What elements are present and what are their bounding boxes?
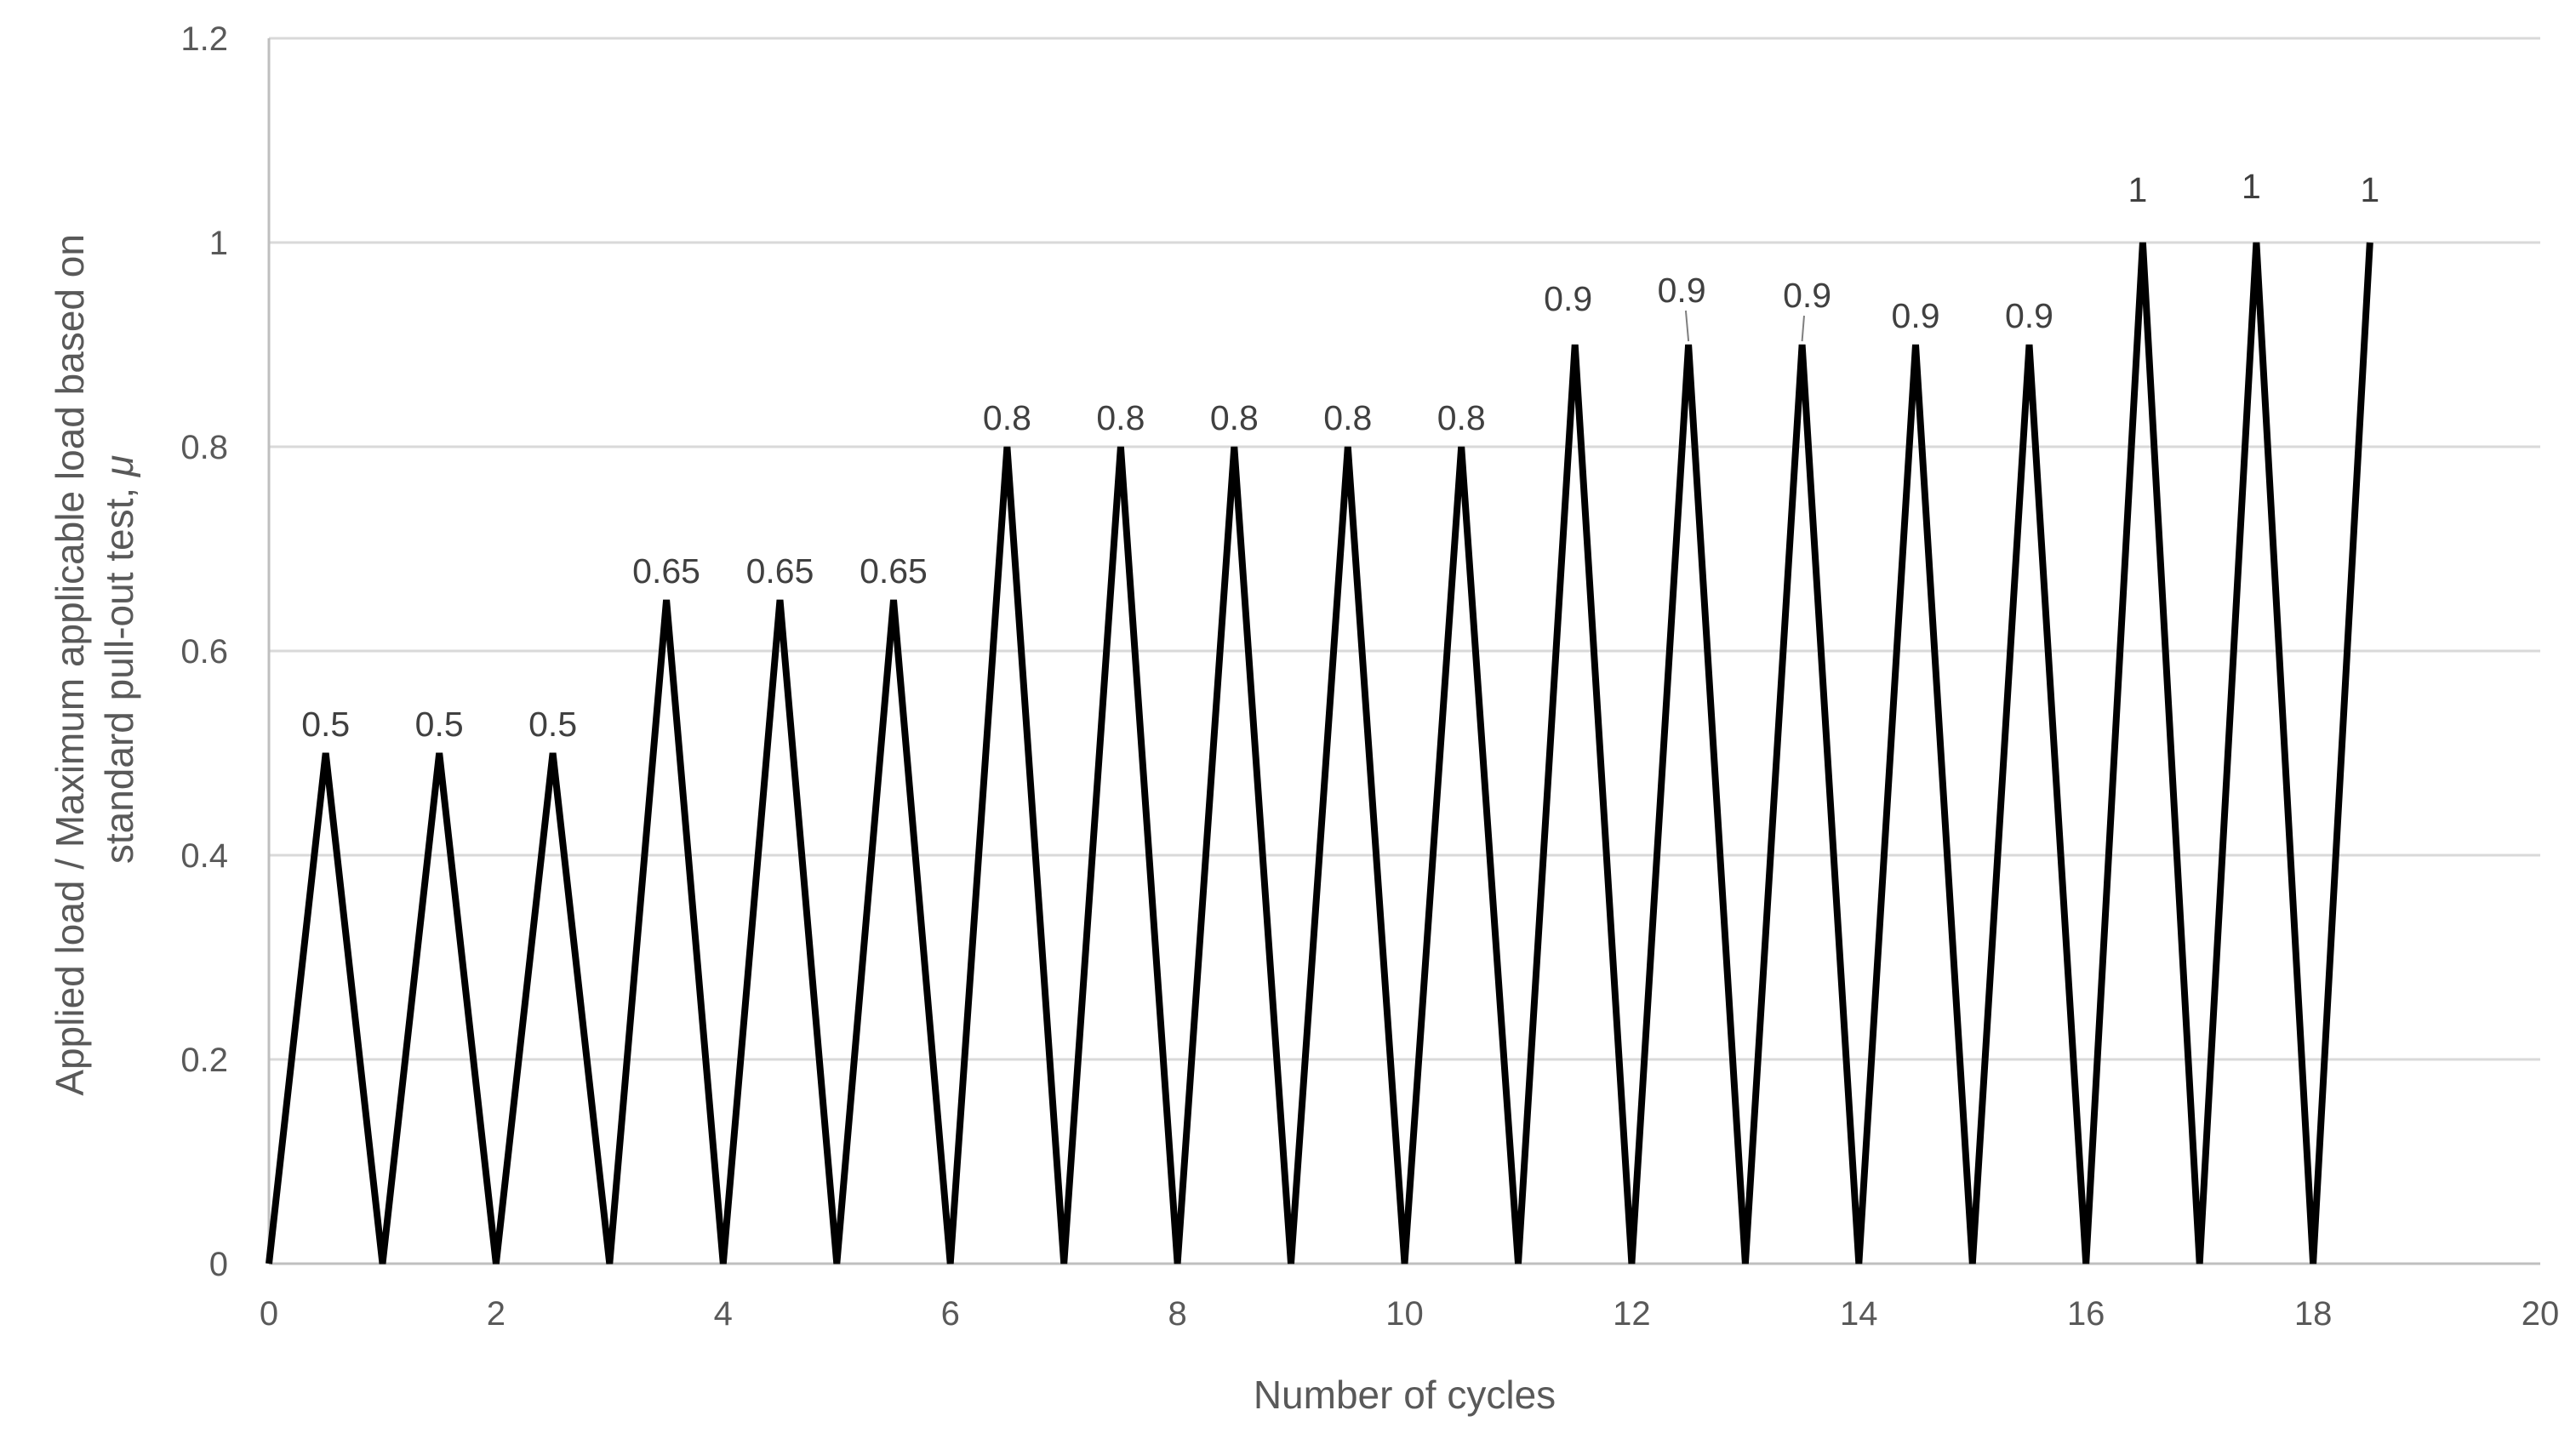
y-axis-title: Applied load / Maximum applicable load b…	[48, 223, 141, 1095]
data-label: 0.8	[983, 398, 1031, 437]
data-label: 0.5	[301, 705, 350, 744]
data-label: 0.8	[1437, 398, 1486, 437]
data-label: 1	[2128, 170, 2148, 209]
y-tick-label: 0.4	[180, 837, 228, 875]
x-tick-label: 2	[487, 1295, 505, 1333]
data-labels: 0.5 0.5 0.5 0.65 0.65 0.65 0.8 0.8 0.8 0.8 0.8 0.9 0…	[301, 167, 2379, 744]
data-label: 1	[2242, 167, 2261, 206]
x-tick-label: 18	[2294, 1295, 2333, 1333]
data-label: 0.8	[1323, 398, 1372, 437]
x-axis-title: Number of cycles	[1254, 1373, 1556, 1417]
y-axis-title-line2-text: standard pull-out test,	[97, 477, 141, 864]
y-tick-label: 1	[209, 225, 228, 262]
x-tick-label: 0	[260, 1295, 278, 1333]
x-tick-label: 4	[714, 1295, 733, 1333]
x-tick-label: 20	[2522, 1295, 2560, 1333]
data-label: 0.9	[1892, 296, 1940, 335]
y-tick-label: 0.6	[180, 633, 228, 671]
y-tick-label: 0.2	[180, 1042, 228, 1079]
data-label-leader	[1684, 310, 1690, 342]
data-label: 0.65	[746, 551, 814, 591]
x-tick-label: 14	[1840, 1295, 1878, 1333]
x-tick-label: 10	[1385, 1295, 1424, 1333]
data-label: 0.5	[528, 705, 577, 744]
x-tick-label: 16	[2067, 1295, 2105, 1333]
data-label: 0.9	[1658, 271, 1706, 310]
x-tick-label: 12	[1613, 1295, 1651, 1333]
data-label: 0.65	[632, 551, 700, 591]
y-tick-label: 0	[209, 1246, 228, 1283]
data-label: 0.9	[2005, 296, 2053, 335]
y-tick-label: 0.8	[180, 429, 228, 466]
y-axis-title-symbol: μ	[97, 455, 141, 477]
y-axis-title-line2: standard pull-out test, μ	[97, 455, 141, 864]
data-label: 0.65	[860, 551, 928, 591]
data-label: 0.5	[415, 705, 464, 744]
data-label-leader	[1801, 315, 1805, 342]
series	[266, 242, 2373, 1265]
data-label: 1	[2360, 170, 2379, 209]
data-label: 0.9	[1783, 276, 1831, 315]
data-label: 0.8	[1210, 398, 1259, 437]
axes: 0 0.2 0.4 0.6 0.8 1 1.2 0 2 4 6 8 10 12 14 16 18 20	[180, 20, 2559, 1333]
gridlines	[269, 37, 2540, 1061]
data-label: 0.8	[1096, 398, 1145, 437]
x-tick-label: 6	[941, 1295, 960, 1333]
y-tick-label: 1.2	[180, 20, 228, 58]
data-label: 0.9	[1544, 279, 1592, 318]
y-axis-title-line1: Applied load / Maximum applicable load b…	[48, 234, 92, 1096]
x-tick-label: 8	[1168, 1295, 1186, 1333]
series-line-0	[266, 242, 2373, 1265]
